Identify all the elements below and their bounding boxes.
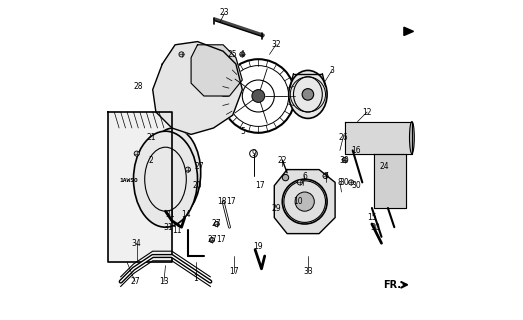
Text: 16: 16 (351, 146, 361, 155)
Text: 34: 34 (132, 239, 142, 248)
Circle shape (214, 221, 219, 227)
Text: 27: 27 (207, 236, 217, 244)
Text: 30: 30 (351, 181, 361, 190)
Polygon shape (345, 122, 412, 154)
Ellipse shape (410, 122, 414, 154)
Circle shape (134, 151, 139, 156)
Text: 28: 28 (133, 82, 143, 91)
Polygon shape (274, 170, 335, 234)
Text: 32: 32 (271, 40, 281, 49)
Text: 31: 31 (165, 210, 175, 219)
Text: 15: 15 (367, 213, 377, 222)
Circle shape (179, 52, 184, 57)
Text: 29: 29 (271, 204, 281, 212)
Circle shape (240, 52, 245, 57)
Text: 1: 1 (194, 274, 198, 283)
Text: 20: 20 (192, 181, 202, 190)
Text: 27: 27 (194, 162, 204, 171)
Text: 11: 11 (172, 226, 181, 235)
Polygon shape (404, 27, 414, 36)
Polygon shape (153, 42, 242, 134)
Text: 3: 3 (329, 66, 334, 75)
Text: 31: 31 (164, 223, 174, 232)
Text: 30: 30 (370, 223, 380, 232)
Text: 9: 9 (251, 149, 256, 158)
Ellipse shape (133, 131, 198, 227)
Text: 17: 17 (217, 236, 226, 244)
Text: 22: 22 (278, 156, 287, 164)
Circle shape (302, 89, 314, 100)
Text: 21: 21 (146, 133, 156, 142)
Text: 30: 30 (340, 156, 349, 164)
Circle shape (342, 157, 347, 163)
Text: 12: 12 (362, 108, 372, 116)
Text: 5: 5 (240, 127, 245, 136)
Text: 6: 6 (302, 172, 307, 180)
Text: 30: 30 (340, 178, 349, 187)
Polygon shape (108, 112, 172, 262)
Text: 14: 14 (181, 210, 191, 219)
Circle shape (348, 180, 354, 185)
Text: 1AWSO: 1AWSO (119, 179, 138, 183)
Text: 17: 17 (255, 181, 265, 190)
Text: 26: 26 (338, 133, 348, 142)
Text: 17: 17 (226, 197, 236, 206)
Circle shape (323, 173, 328, 179)
Text: 23: 23 (220, 8, 230, 17)
Text: 10: 10 (293, 197, 303, 206)
Circle shape (209, 237, 214, 243)
Text: 18: 18 (217, 197, 226, 206)
Circle shape (298, 180, 302, 185)
Text: 4: 4 (240, 50, 245, 59)
Ellipse shape (289, 70, 327, 118)
Text: 33: 33 (303, 268, 313, 276)
Polygon shape (373, 154, 405, 208)
Polygon shape (191, 45, 242, 96)
Circle shape (252, 90, 265, 102)
Text: 27: 27 (212, 220, 222, 228)
Text: 8: 8 (337, 178, 342, 187)
Text: 27: 27 (130, 277, 140, 286)
Circle shape (282, 174, 289, 181)
Text: 17: 17 (230, 268, 239, 276)
Ellipse shape (146, 128, 201, 218)
Text: 19: 19 (254, 242, 263, 251)
Text: 24: 24 (380, 162, 390, 171)
Text: 25: 25 (228, 50, 237, 59)
Text: 2: 2 (149, 156, 153, 164)
Text: FR.: FR. (383, 280, 401, 290)
Text: 7: 7 (323, 172, 328, 180)
Circle shape (185, 167, 190, 172)
Circle shape (295, 192, 314, 211)
Text: 13: 13 (159, 277, 169, 286)
